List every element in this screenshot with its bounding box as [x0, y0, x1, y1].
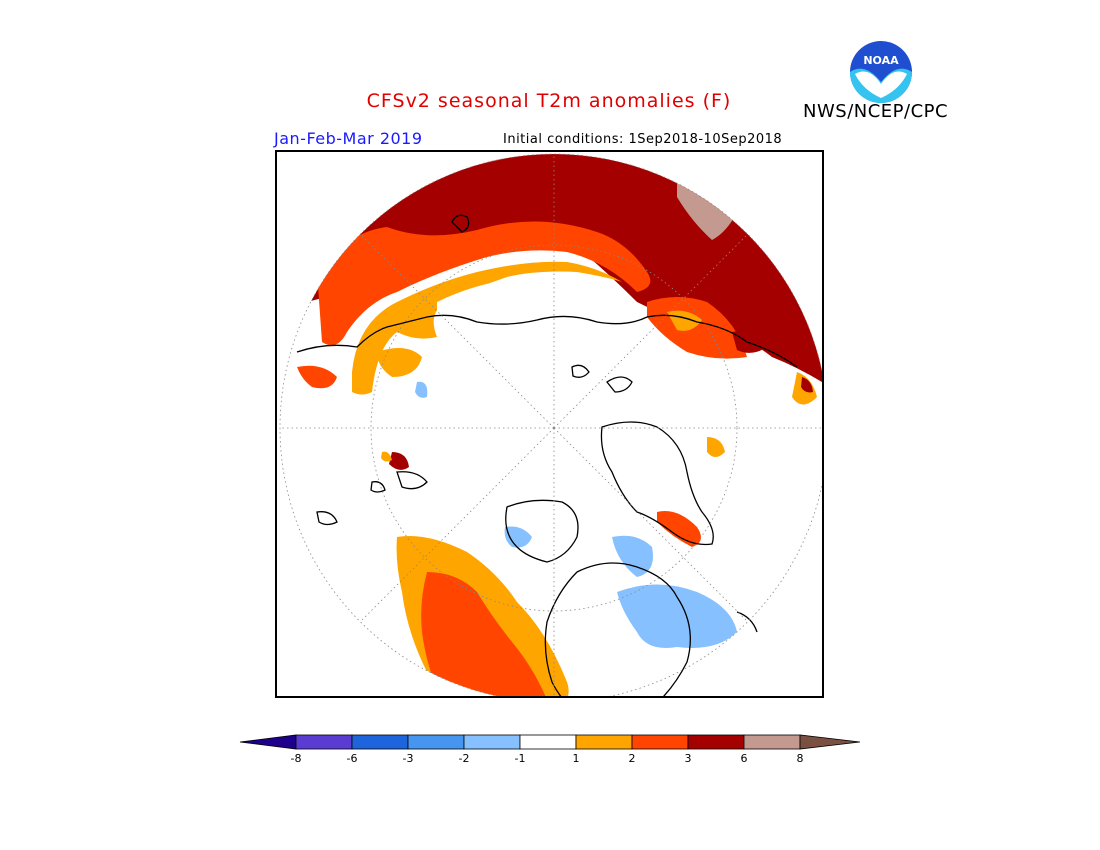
eurasia-anomaly-1-to-2: [352, 261, 622, 395]
colorbar-swatch: [631, 734, 689, 750]
colorbar-tick-label: 6: [740, 752, 748, 765]
arctic-archipelago-outline: [505, 499, 579, 563]
eurasia-coast-outline: [296, 314, 798, 368]
anomaly-map: [275, 150, 824, 698]
map-title: CFSv2 seasonal T2m anomalies (F): [366, 90, 732, 112]
colorbar-high-cap: [799, 734, 861, 750]
colorbar: [239, 734, 861, 750]
colorbar-tick-label: -1: [514, 752, 526, 765]
cold-anomaly-patch: [617, 584, 737, 648]
north-america-outline: [544, 562, 691, 696]
season-label: Jan-Feb-Mar 2019: [274, 129, 423, 148]
colorbar-tick-label: -2: [458, 752, 470, 765]
eurasia-anomaly-3-to-6: [317, 221, 651, 346]
greenland-outline: [600, 421, 714, 546]
colorbar-tick-label: -8: [290, 752, 302, 765]
colorbar-swatch: [295, 734, 353, 750]
svg-text:NOAA: NOAA: [863, 54, 899, 67]
colorbar-swatch: [575, 734, 633, 750]
initial-conditions-label: Initial conditions: 1Sep2018-10Sep2018: [503, 132, 783, 147]
colorbar-tick-label: 2: [628, 752, 636, 765]
atlantic-anomaly-2-to-3: [421, 572, 552, 696]
colorbar-swatch: [407, 734, 465, 750]
colorbar-low-cap: [239, 734, 297, 750]
colorbar-swatch: [463, 734, 521, 750]
colorbar-tick-label: 8: [796, 752, 804, 765]
colorbar-tick-label: 1: [572, 752, 580, 765]
colorbar-tick-label: 3: [684, 752, 692, 765]
colorbar-swatch: [519, 734, 577, 750]
colorbar-tick-label: -6: [346, 752, 358, 765]
noaa-logo-icon: NOAA: [850, 41, 912, 103]
colorbar-swatch: [743, 734, 801, 750]
agency-label: NWS/NCEP/CPC: [803, 101, 949, 122]
colorbar-tick-label: -3: [402, 752, 414, 765]
colorbar-swatch: [687, 734, 745, 750]
colorbar-swatch: [351, 734, 409, 750]
